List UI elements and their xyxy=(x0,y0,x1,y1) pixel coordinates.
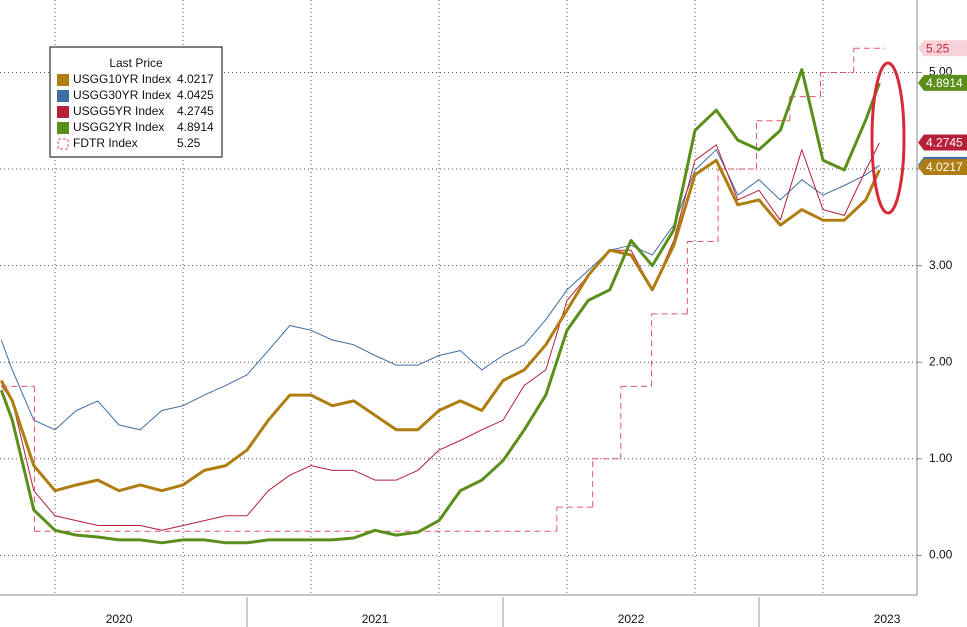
value-tag xyxy=(918,74,967,91)
x-tick-label: 2023 xyxy=(874,612,901,626)
x-tick-label: 2020 xyxy=(106,612,133,626)
value-tag-label: 4.0217 xyxy=(926,160,963,174)
legend-last-price: 4.0425 xyxy=(177,88,214,102)
legend-swatch xyxy=(57,90,69,102)
legend-title: Last Price xyxy=(109,56,163,70)
value-tag-label: 4.2745 xyxy=(926,136,963,150)
legend-box xyxy=(49,46,223,158)
series-line xyxy=(0,68,881,545)
legend-last-price: 4.8914 xyxy=(177,120,214,134)
legend-label: USGG5YR Index xyxy=(73,104,164,118)
legend-label: FDTR Index xyxy=(73,136,138,150)
value-tag xyxy=(918,40,967,57)
legend-label: USGG2YR Index xyxy=(73,120,164,134)
legend-swatch xyxy=(57,74,69,86)
value-tag xyxy=(918,158,967,175)
line-layer xyxy=(0,47,885,545)
legend-swatch xyxy=(57,138,69,150)
legend-last-price: 4.0217 xyxy=(177,72,214,86)
legend-swatch xyxy=(57,106,69,118)
series-line xyxy=(0,158,881,493)
x-tick-label: 2021 xyxy=(362,612,389,626)
value-tag-label: 5.25 xyxy=(926,41,950,55)
series-line xyxy=(0,149,880,431)
legend: Last Price USGG10YR Index 4.0217 USGG30YR … xyxy=(49,46,223,158)
legend-swatch xyxy=(57,122,69,134)
y-tick-label: 2.00 xyxy=(929,354,953,368)
legend-label: USGG10YR Index xyxy=(73,72,171,86)
highlight-ellipse xyxy=(870,61,906,215)
value-tag xyxy=(918,134,967,151)
legend-label: USGG30YR Index xyxy=(73,88,171,102)
legend-last-price: 5.25 xyxy=(177,136,201,150)
y-tick-label: 1.00 xyxy=(929,451,953,465)
series-line xyxy=(0,142,880,531)
y-tick-label: 0.00 xyxy=(929,548,953,562)
value-tag-label: 4.8914 xyxy=(926,76,963,90)
legend-last-price: 4.2745 xyxy=(177,104,214,118)
y-tick-label: 3.00 xyxy=(929,258,953,272)
x-tick-label: 2022 xyxy=(618,612,645,626)
